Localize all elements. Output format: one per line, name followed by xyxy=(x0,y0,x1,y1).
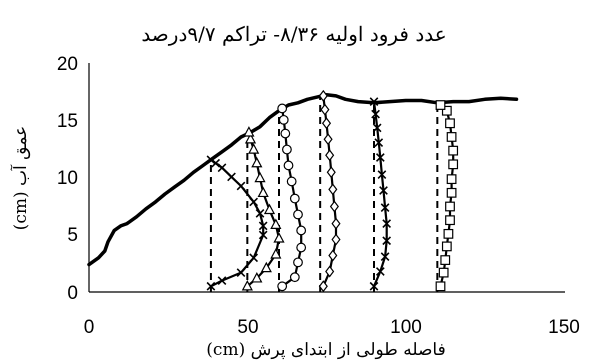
marker-s4-p7 xyxy=(326,166,336,179)
marker-s3-p4 xyxy=(296,225,307,236)
marker-s5-p1 xyxy=(375,267,385,276)
marker-s4-p9 xyxy=(323,133,333,146)
chart-title: عدد فرود اولیه ۸/۳۶- تراکم ۹/۷درصد xyxy=(141,22,446,46)
marker-s6-p12 xyxy=(445,118,455,129)
plot-area xyxy=(87,89,519,293)
marker-s2-p6 xyxy=(263,203,276,215)
marker-s5-p6 xyxy=(379,186,388,195)
marker-s6-p3 xyxy=(441,241,452,252)
marker-s3-p3 xyxy=(296,242,307,253)
marker-s2-p4 xyxy=(273,232,285,243)
marker-s1-p8 xyxy=(236,181,246,191)
profile-line-1 xyxy=(209,158,265,288)
water-surface-line xyxy=(87,93,519,267)
marker-s5-p0 xyxy=(369,281,379,291)
y-tick-10: 10 xyxy=(57,168,78,189)
marker-s3-p11 xyxy=(278,114,289,125)
marker-s4-p11 xyxy=(320,103,330,116)
marker-s2-p12 xyxy=(243,126,255,137)
marker-s6-p1 xyxy=(438,267,449,278)
marker-s1-p7 xyxy=(249,197,259,207)
marker-s5-p5 xyxy=(380,203,390,213)
marker-s3-p10 xyxy=(280,128,291,139)
marker-s2-p10 xyxy=(248,143,260,154)
marker-s3-p7 xyxy=(286,176,297,187)
marker-s3-p2 xyxy=(293,257,303,268)
marker-s1-p2 xyxy=(236,268,246,277)
marker-s6-p10 xyxy=(448,145,459,156)
marker-s6-p2 xyxy=(440,255,451,265)
x-axis-label: فاصله طولی از ابتدای پرش (cm) xyxy=(206,340,445,360)
marker-s6-p7 xyxy=(446,187,457,198)
marker-s4-p8 xyxy=(325,149,335,162)
marker-s4-p4 xyxy=(331,217,341,230)
marker-s1-p0 xyxy=(206,281,216,291)
marker-s1-p6 xyxy=(255,208,265,218)
marker-s1-p1 xyxy=(217,276,227,285)
marker-s5-p10 xyxy=(372,123,382,133)
y-tick-15: 15 xyxy=(57,111,78,132)
marker-s2-p0 xyxy=(241,280,253,291)
marker-s6-p11 xyxy=(446,132,457,142)
marker-s1-p11 xyxy=(211,158,221,168)
marker-s6-p4 xyxy=(443,228,454,239)
y-tick-5: 5 xyxy=(67,225,78,246)
marker-s4-p2 xyxy=(328,249,338,262)
marker-s6-p6 xyxy=(445,201,455,212)
marker-s5-p4 xyxy=(382,219,392,228)
marker-s3-p5 xyxy=(293,209,303,220)
marker-s4-p6 xyxy=(328,183,338,196)
y-axis-label: عمق آب (cm) xyxy=(9,126,31,231)
marker-s2-p7 xyxy=(257,186,269,198)
marker-s6-p0 xyxy=(435,281,446,292)
marker-s4-p10 xyxy=(321,117,332,130)
marker-s3-p0 xyxy=(277,281,288,292)
marker-s6-p5 xyxy=(445,215,455,226)
x-tick-50: 50 xyxy=(237,317,258,338)
marker-s5-p3 xyxy=(382,236,392,246)
marker-s6-p13 xyxy=(441,105,452,116)
marker-s2-p9 xyxy=(251,156,263,168)
marker-s2-p5 xyxy=(270,218,282,229)
marker-s5-p9 xyxy=(374,138,384,148)
marker-s6-p8 xyxy=(446,174,457,185)
marker-s5-p11 xyxy=(371,109,380,119)
y-tick-20: 20 xyxy=(57,54,78,75)
marker-s1-p12 xyxy=(206,155,216,165)
x-tick-labels: 0 50 100 150 xyxy=(84,317,580,338)
axes xyxy=(88,63,565,293)
x-tick-150: 150 xyxy=(548,317,580,338)
marker-s3-p9 xyxy=(282,144,292,155)
marker-s2-p3 xyxy=(270,248,282,259)
x-tick-100: 100 xyxy=(390,317,422,338)
marker-s2-p2 xyxy=(260,261,272,273)
y-tick-0: 0 xyxy=(67,283,78,304)
marker-s1-p4 xyxy=(258,230,268,240)
marker-s3-p1 xyxy=(289,272,300,283)
marker-s2-p1 xyxy=(251,272,263,283)
x-tick-0: 0 xyxy=(84,317,95,338)
marker-s3-p12 xyxy=(277,103,288,114)
marker-s6-p9 xyxy=(448,159,459,170)
marker-s1-p9 xyxy=(227,172,236,182)
marker-s3-p6 xyxy=(289,193,300,204)
marker-s5-p12 xyxy=(369,97,379,106)
marker-s5-p7 xyxy=(377,170,387,179)
marker-s1-p10 xyxy=(217,163,227,173)
y-tick-labels: 0 5 10 15 20 xyxy=(57,54,78,304)
marker-s6-p14 xyxy=(435,100,446,110)
marker-s1-p3 xyxy=(249,253,259,263)
marker-s5-p2 xyxy=(380,252,390,262)
marker-s4-p5 xyxy=(329,200,339,213)
marker-s4-p0 xyxy=(318,280,328,293)
marker-s2-p11 xyxy=(244,132,257,144)
marker-s1-p5 xyxy=(258,221,268,231)
marker-s3-p8 xyxy=(283,160,294,171)
marker-s2-p8 xyxy=(254,171,266,183)
marker-s4-p12 xyxy=(318,89,328,102)
marker-s4-p3 xyxy=(331,233,341,246)
marker-s5-p8 xyxy=(375,153,385,162)
marker-s4-p1 xyxy=(325,265,335,278)
